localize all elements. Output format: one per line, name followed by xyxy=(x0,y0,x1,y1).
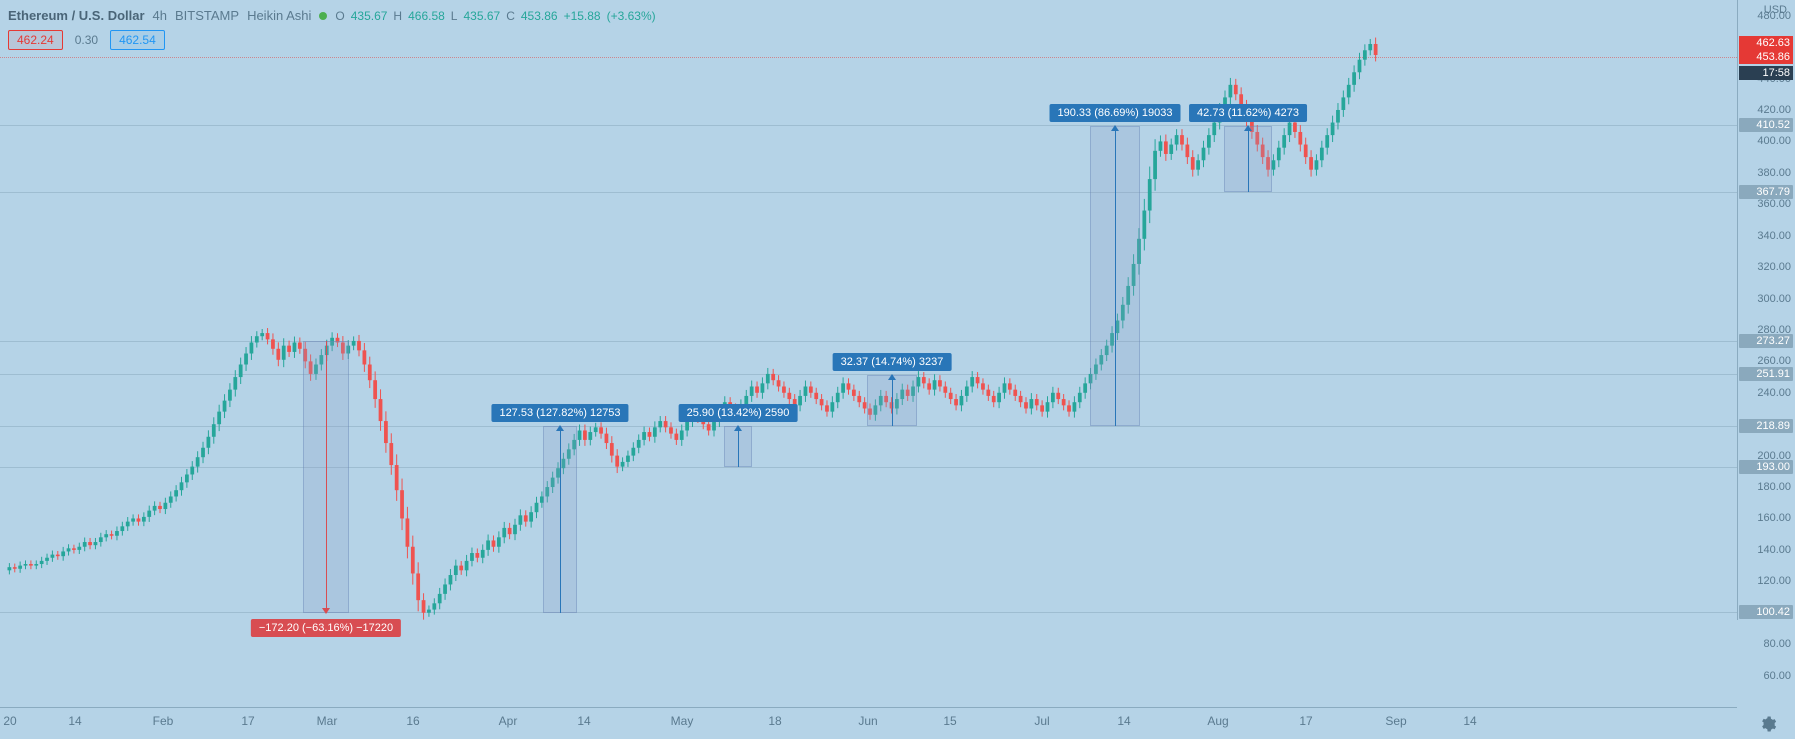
x-tick: 14 xyxy=(1117,714,1130,728)
bid-price[interactable]: 462.24 xyxy=(8,30,63,50)
y-tick: 60.00 xyxy=(1741,670,1793,682)
y-tick: 80.00 xyxy=(1741,638,1793,650)
market-status-dot xyxy=(319,12,327,20)
y-tick-highlight: 453.86 xyxy=(1739,50,1793,64)
y-tick: 320.00 xyxy=(1741,261,1793,273)
x-tick: Feb xyxy=(153,714,174,728)
y-tick: 120.00 xyxy=(1741,575,1793,587)
symbol-name[interactable]: Ethereum / U.S. Dollar xyxy=(8,8,145,23)
y-tick-highlight: 218.89 xyxy=(1739,419,1793,433)
x-tick: Sep xyxy=(1385,714,1406,728)
bid-ask-boxes: 462.24 0.30 462.54 xyxy=(8,30,165,50)
y-tick: 420.00 xyxy=(1741,104,1793,116)
x-tick: Jul xyxy=(1034,714,1049,728)
measurement-label: 127.53 (127.82%) 12753 xyxy=(491,404,628,422)
y-tick: 240.00 xyxy=(1741,387,1793,399)
x-tick: Apr xyxy=(499,714,518,728)
x-axis[interactable]: 20 14 Feb 17 Mar 16 Apr 14 May 18 Jun 15 Jul 14 Aug 17 S… xyxy=(0,707,1737,739)
y-tick: 160.00 xyxy=(1741,512,1793,524)
y-tick: 340.00 xyxy=(1741,230,1793,242)
chart-container: Ethereum / U.S. Dollar 4h BITSTAMP Heiki… xyxy=(0,0,1795,739)
plot-area[interactable]: −172.20 (−63.16%) −17220 127.53 (127.82%)… xyxy=(0,0,1737,707)
settings-icon[interactable] xyxy=(1759,715,1777,733)
y-tick-highlight: 273.27 xyxy=(1739,334,1793,348)
y-tick: 380.00 xyxy=(1741,167,1793,179)
x-tick: 17 xyxy=(241,714,254,728)
y-tick-highlight: 462.63 xyxy=(1739,36,1793,50)
countdown-timer: 17:58 xyxy=(1739,66,1793,80)
measurement-label: 42.73 (11.62%) 4273 xyxy=(1189,104,1307,122)
measurement-label: −172.20 (−63.16%) −17220 xyxy=(251,619,401,637)
y-tick: 260.00 xyxy=(1741,355,1793,367)
x-tick: Aug xyxy=(1207,714,1228,728)
ohlc-values: O435.67 H466.58 L435.67 C453.86 +15.88 (… xyxy=(335,9,655,23)
y-tick: 180.00 xyxy=(1741,481,1793,493)
measurement-label: 190.33 (86.69%) 19033 xyxy=(1050,104,1181,122)
y-tick-highlight: 193.00 xyxy=(1739,460,1793,474)
x-tick: 14 xyxy=(577,714,590,728)
chart-style: Heikin Ashi xyxy=(247,8,311,23)
y-tick-highlight: 367.79 xyxy=(1739,185,1793,199)
x-tick: 18 xyxy=(768,714,781,728)
x-tick: 16 xyxy=(406,714,419,728)
y-tick: 140.00 xyxy=(1741,544,1793,556)
measurement-label: 25.90 (13.42%) 2590 xyxy=(679,404,798,422)
y-axis[interactable]: USD 480.00460.00440.00420.00400.00380.00… xyxy=(1737,0,1795,620)
x-tick: 17 xyxy=(1299,714,1312,728)
spread: 0.30 xyxy=(67,31,106,49)
y-tick: 480.00 xyxy=(1741,10,1793,22)
interval[interactable]: 4h xyxy=(153,8,167,23)
y-tick-highlight: 251.91 xyxy=(1739,367,1793,381)
chart-header: Ethereum / U.S. Dollar 4h BITSTAMP Heiki… xyxy=(8,8,656,23)
measurement-label: 32.37 (14.74%) 3237 xyxy=(833,353,952,371)
exchange: BITSTAMP xyxy=(175,8,239,23)
x-tick: 20 xyxy=(3,714,16,728)
x-tick: 14 xyxy=(1463,714,1476,728)
y-tick-highlight: 100.42 xyxy=(1739,605,1793,619)
x-tick: May xyxy=(671,714,694,728)
x-tick: 15 xyxy=(943,714,956,728)
y-tick-highlight: 410.52 xyxy=(1739,118,1793,132)
y-tick: 400.00 xyxy=(1741,135,1793,147)
x-tick: 14 xyxy=(68,714,81,728)
y-tick: 360.00 xyxy=(1741,198,1793,210)
y-tick: 300.00 xyxy=(1741,293,1793,305)
ask-price[interactable]: 462.54 xyxy=(110,30,165,50)
x-tick: Mar xyxy=(317,714,338,728)
x-tick: Jun xyxy=(858,714,877,728)
